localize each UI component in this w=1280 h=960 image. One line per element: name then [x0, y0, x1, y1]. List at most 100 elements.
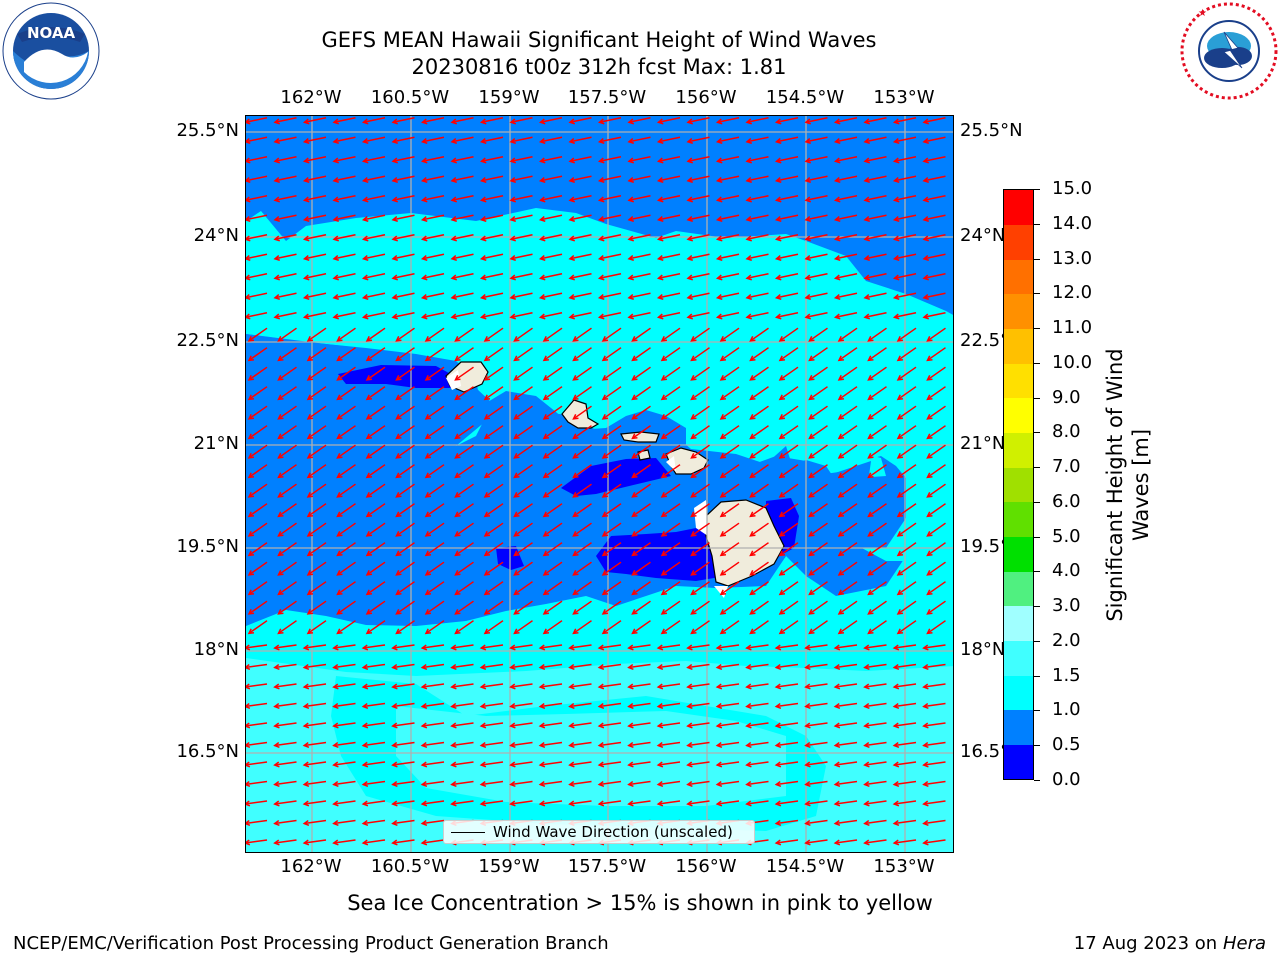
wave-direction-arrow — [774, 136, 799, 144]
wave-direction-arrow — [719, 386, 740, 401]
colorbar-title: Significant Height of Wind Waves [m] — [1103, 348, 1153, 622]
wave-direction-arrow — [361, 155, 386, 164]
wave-direction-arrow — [867, 405, 887, 420]
colorbar-tick — [1034, 745, 1040, 747]
wave-direction-arrow — [572, 483, 592, 498]
wave-direction-arrow — [719, 444, 740, 459]
wave-direction-arrow — [365, 503, 386, 518]
wave-direction-arrow — [627, 116, 651, 125]
wave-direction-arrow — [332, 761, 356, 768]
wave-direction-arrow — [365, 561, 386, 576]
wave-direction-arrow — [513, 503, 533, 518]
wave-direction-arrow — [715, 194, 740, 203]
wave-direction-arrow — [922, 175, 946, 183]
wave-direction-arrow — [450, 116, 474, 125]
wave-direction-arrow — [361, 214, 386, 222]
wave-direction-arrow — [332, 800, 356, 807]
wave-direction-arrow — [302, 155, 327, 164]
wave-direction-arrow — [572, 386, 592, 401]
wave-direction-arrow — [631, 542, 651, 557]
wave-direction-arrow — [631, 581, 651, 596]
wave-direction-arrow — [922, 272, 946, 281]
wave-direction-arrow — [365, 444, 386, 459]
wave-direction-arrow — [837, 386, 858, 401]
lon-label-bottom-157.5w: 157.5°W — [567, 856, 647, 877]
wave-direction-arrow — [361, 800, 386, 807]
wave-direction-arrow — [513, 444, 533, 459]
svg-text:NOAA: NOAA — [27, 24, 76, 42]
wave-direction-arrow — [837, 327, 858, 342]
colorbar-tick — [1034, 467, 1040, 469]
wave-direction-arrow — [627, 155, 651, 164]
wave-direction-arrow — [361, 644, 386, 651]
wave-direction-arrow — [896, 444, 917, 459]
wave-direction-arrow — [572, 444, 592, 459]
wave-direction-arrow — [601, 444, 622, 459]
colorbar-tick-label: 6.0 — [1052, 490, 1081, 512]
wave-direction-arrow — [597, 116, 622, 125]
wave-direction-arrow — [424, 581, 445, 596]
wave-direction-arrow — [454, 464, 474, 479]
wave-direction-arrow — [863, 644, 887, 651]
wave-direction-arrow — [656, 272, 681, 281]
wave-direction-arrow — [361, 741, 386, 748]
wave-direction-arrow — [542, 327, 563, 342]
wave-direction-arrow — [572, 327, 592, 342]
wave-direction-arrow — [509, 155, 533, 164]
wave-height-map — [246, 116, 953, 852]
wave-direction-arrow — [395, 425, 415, 440]
wave-direction-arrow — [686, 644, 710, 651]
colorbar-tick-label: 8.0 — [1052, 421, 1081, 443]
wave-direction-arrow — [247, 542, 268, 557]
wave-direction-arrow — [749, 522, 769, 537]
wave-direction-arrow — [479, 253, 504, 261]
wave-direction-arrow — [660, 405, 681, 420]
wave-direction-arrow — [808, 386, 828, 401]
wave-direction-arrow — [483, 347, 504, 362]
wave-direction-arrow — [896, 600, 917, 615]
wave-direction-arrow — [395, 327, 415, 342]
wave-direction-arrow — [833, 683, 858, 690]
wave-direction-arrow — [509, 136, 533, 144]
wave-direction-arrow — [513, 542, 533, 557]
wave-direction-arrow — [804, 741, 828, 748]
wave-direction-arrow — [479, 155, 504, 164]
wave-direction-arrow — [749, 425, 769, 440]
wave-direction-arrow — [837, 347, 858, 362]
wave-direction-arrow — [804, 683, 828, 690]
svg-text:★: ★ — [1198, 8, 1207, 19]
wave-direction-arrow — [774, 800, 799, 807]
wave-direction-arrow — [774, 253, 799, 261]
wave-direction-arrow — [332, 741, 356, 748]
colorbar-tick-label: 3.0 — [1052, 595, 1081, 617]
wave-direction-arrow — [631, 366, 651, 381]
wave-direction-arrow — [542, 542, 563, 557]
wave-direction-arrow — [926, 327, 946, 342]
wave-direction-arrow — [715, 253, 740, 261]
wave-direction-arrow — [395, 620, 415, 635]
wave-direction-arrow — [391, 761, 415, 768]
wave-direction-arrow — [778, 600, 799, 615]
wave-direction-arrow — [631, 327, 651, 342]
wave-direction-arrow — [837, 561, 858, 576]
wave-direction-arrow — [774, 741, 799, 748]
wave-direction-arrow — [391, 800, 415, 807]
wave-direction-arrow — [424, 366, 445, 381]
wave-direction-arrow — [627, 253, 651, 261]
colorbar-segment — [1004, 709, 1033, 745]
wave-direction-arrow — [306, 522, 327, 537]
lat-label-right-19.5n: 19.5°N — [960, 537, 1003, 557]
wave-direction-arrow — [892, 272, 917, 281]
wave-direction-arrow — [424, 522, 445, 537]
wave-direction-arrow — [391, 741, 415, 748]
wave-direction-arrow — [833, 116, 858, 125]
wave-direction-arrow — [568, 741, 592, 748]
wave-direction-arrow — [926, 464, 946, 479]
wave-direction-arrow — [804, 800, 828, 807]
lat-label-left-25.5n: 25.5°N — [176, 120, 239, 141]
wave-direction-arrow — [483, 600, 504, 615]
wave-direction-arrow — [420, 292, 445, 300]
wave-direction-arrow — [483, 405, 504, 420]
wave-direction-arrow — [420, 233, 445, 242]
wave-direction-arrow — [656, 175, 681, 183]
